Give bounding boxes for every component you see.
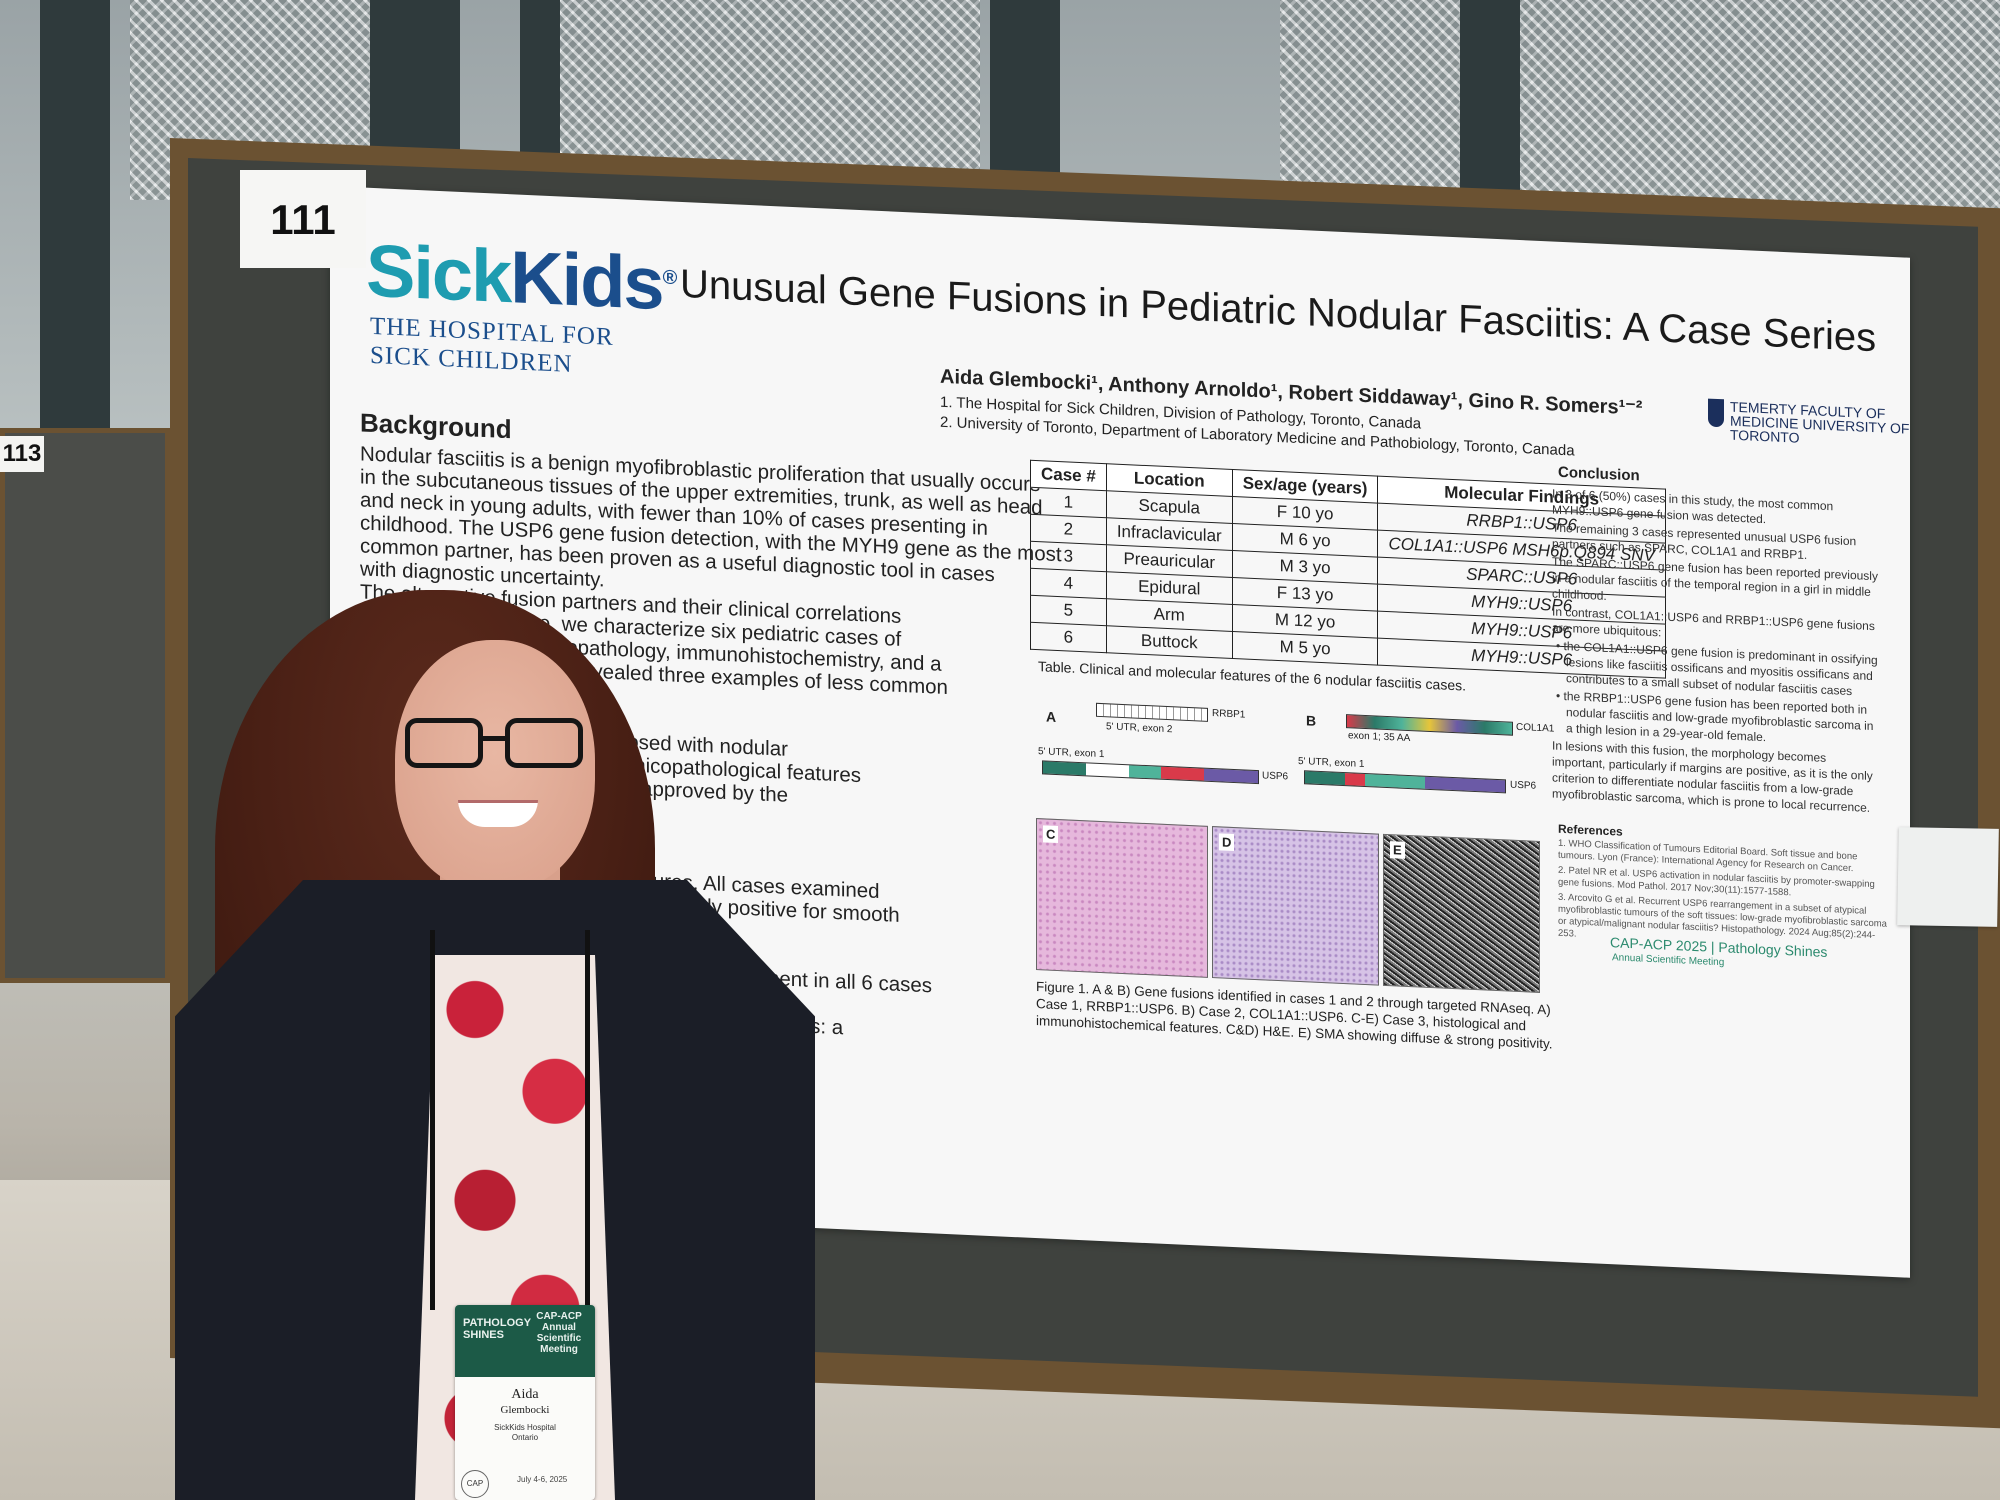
utr-exon2-label: 5' UTR, exon 2 — [1106, 721, 1173, 736]
panel-c-label: C — [1043, 825, 1059, 844]
badge-org-name: SickKids Hospital — [494, 1423, 556, 1432]
panel-d-label: D — [1219, 833, 1235, 852]
usp6-fusion-bar-b — [1304, 770, 1506, 794]
table-cell: 3 — [1030, 541, 1107, 572]
table-cell: 2 — [1030, 514, 1107, 545]
table-cell: 4 — [1030, 568, 1107, 599]
panel-e-label: E — [1390, 841, 1405, 859]
badge-dates: July 4-6, 2025 — [517, 1475, 568, 1484]
glasses-bridge — [481, 736, 507, 741]
usp6-label-a: USP6 — [1262, 770, 1289, 783]
window-mullion — [370, 0, 460, 150]
logo-kids-text: Kids — [510, 235, 663, 326]
adjacent-board-number: 113 — [0, 436, 44, 472]
usp6-fusion-bar-a — [1042, 760, 1259, 785]
right-lens — [505, 718, 583, 768]
logo-subtitle: THE HOSPITAL FOR SICK CHILDREN — [370, 312, 614, 379]
table-cell: 5 — [1030, 595, 1107, 626]
histology-panel-c: C — [1036, 818, 1208, 978]
badge-header: PATHOLOGY SHINES CAP-ACP Annual Scientif… — [455, 1305, 595, 1377]
sticky-note — [1897, 827, 1999, 927]
university-logo: TEMERTY FACULTY OF MEDICINE UNIVERSITY O… — [1730, 398, 1910, 446]
poster-title: Unusual Gene Fusions in Pediatric Nodula… — [680, 261, 1877, 361]
lanyard — [430, 930, 590, 1310]
histology-panel-d: D — [1212, 826, 1379, 986]
cap-logo: CAP — [461, 1470, 489, 1498]
utr-exon1-label-a: 5' UTR, exon 1 — [1038, 746, 1105, 761]
window-mullion — [40, 0, 110, 430]
eyeglasses — [405, 718, 595, 774]
badge-last-name: Glembocki — [500, 1404, 550, 1416]
badge-organization: SickKids Hospital Ontario — [455, 1423, 595, 1443]
conclusion-text: In 3 of 6 (50%) cases in this study, the… — [1552, 485, 1882, 818]
window-lattice-center — [560, 0, 980, 180]
badge-meeting: CAP-ACP Annual Scientific Meeting — [536, 1311, 582, 1355]
badge-first-name: Aida — [511, 1387, 539, 1402]
university-crest-icon — [1708, 398, 1724, 428]
conclusion-closing: In lesions with this fusion, the morphol… — [1552, 738, 1873, 815]
col1a1-label: COL1A1 — [1516, 721, 1555, 735]
badge-logo: PATHOLOGY SHINES — [463, 1317, 531, 1341]
name-badge: PATHOLOGY SHINES CAP-ACP Annual Scientif… — [455, 1305, 595, 1500]
meeting-subtitle: Annual Scientific Meeting — [1612, 952, 1725, 969]
table-cell: 1 — [1030, 487, 1107, 518]
references-heading: References — [1558, 821, 1623, 839]
panel-b-label: B — [1306, 712, 1317, 729]
table-cell: Buttock — [1106, 625, 1233, 659]
table-cell: M 5 yo — [1232, 631, 1378, 666]
table-cell: 6 — [1030, 622, 1107, 653]
presenter-smile — [458, 800, 538, 827]
background-heading: Background — [360, 407, 512, 445]
left-lens — [405, 718, 483, 768]
exon1-35aa-label: exon 1; 35 AA — [1348, 730, 1411, 745]
adjacent-poster-board — [0, 428, 170, 983]
board-number-card: 111 — [240, 170, 366, 268]
usp6-label-b: USP6 — [1510, 779, 1537, 792]
badge-province: Ontario — [511, 1433, 539, 1442]
sickkids-logo: SickKids® — [366, 228, 675, 327]
gene-fusion-diagrams: A RRBP1 5' UTR, exon 2 5' UTR, exon 1 US… — [1036, 688, 1556, 822]
badge-person-name: Aida Glembocki — [455, 1387, 595, 1418]
panel-a-label: A — [1046, 708, 1057, 725]
conclusion-heading: Conclusion — [1558, 463, 1640, 485]
rrbp1-label: RRBP1 — [1212, 708, 1246, 721]
rrbp1-gene-bar — [1096, 702, 1208, 722]
sma-stain-panel-e: E — [1383, 833, 1540, 993]
window-mullion — [520, 0, 560, 160]
logo-sick-text: Sick — [366, 228, 511, 319]
registered-mark: ® — [662, 266, 676, 290]
table-header-cell: Case # — [1030, 460, 1107, 491]
utr-exon1-label-b: 5' UTR, exon 1 — [1298, 755, 1365, 770]
